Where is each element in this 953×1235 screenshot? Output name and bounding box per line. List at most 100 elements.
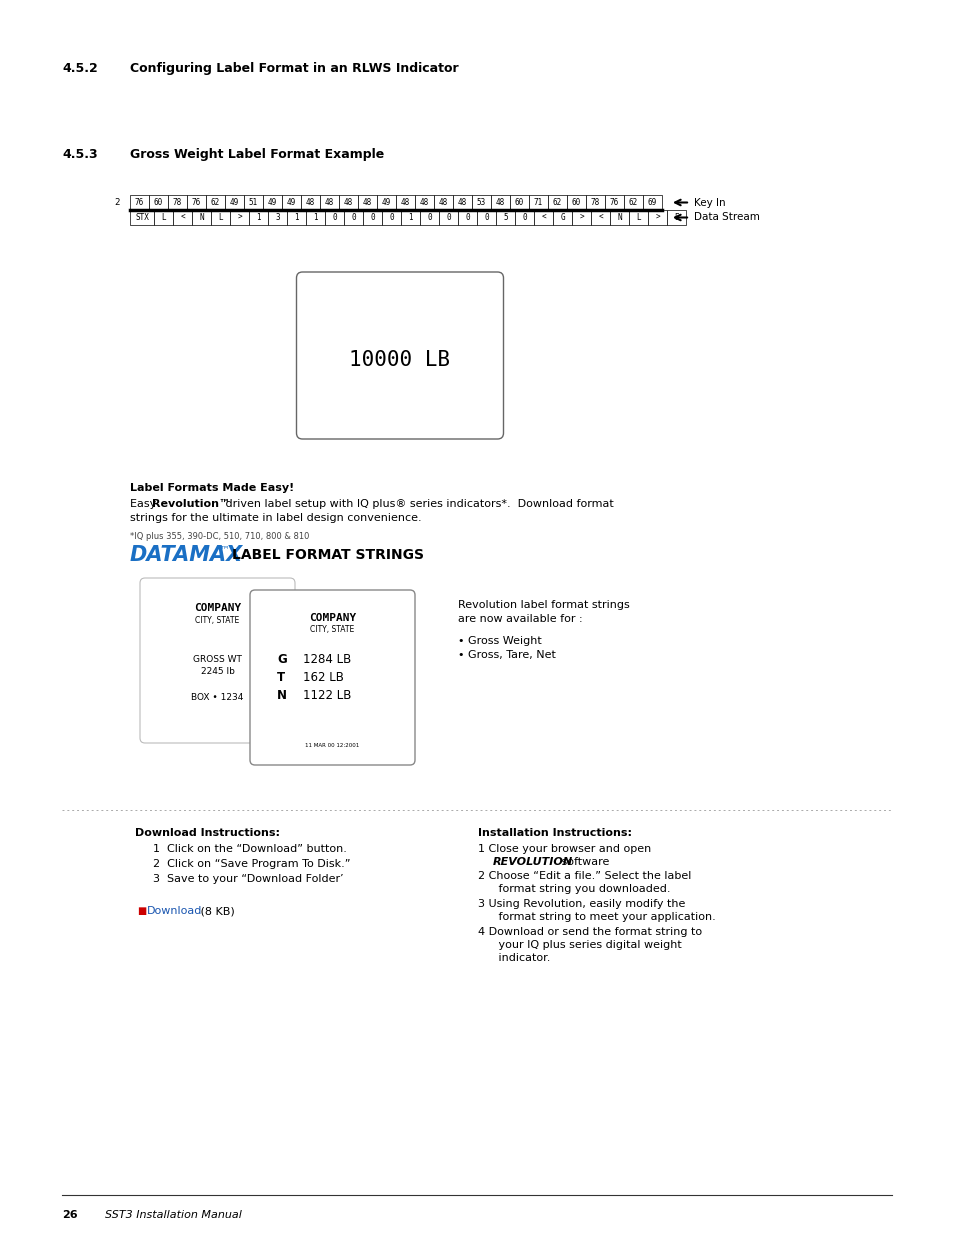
Bar <box>642 195 661 210</box>
Text: >: > <box>655 212 659 222</box>
Bar <box>438 210 457 225</box>
Bar <box>585 195 604 210</box>
Text: GROSS WT: GROSS WT <box>193 655 242 664</box>
Bar <box>376 195 395 210</box>
Bar <box>153 210 172 225</box>
Bar <box>130 210 153 225</box>
Bar <box>647 210 666 225</box>
Text: <: < <box>540 212 545 222</box>
Bar <box>609 210 628 225</box>
Text: 0: 0 <box>389 212 394 222</box>
Bar <box>434 195 453 210</box>
Bar <box>515 210 534 225</box>
Text: 62: 62 <box>211 198 220 207</box>
Text: 3 Using Revolution, easily modify the: 3 Using Revolution, easily modify the <box>477 899 684 909</box>
FancyBboxPatch shape <box>296 272 503 438</box>
Text: 4.5.2: 4.5.2 <box>62 62 97 75</box>
Text: L: L <box>161 212 166 222</box>
Text: 4 Download or send the format string to: 4 Download or send the format string to <box>477 927 701 937</box>
FancyBboxPatch shape <box>250 590 415 764</box>
Text: 162 LB: 162 LB <box>303 671 343 684</box>
Text: 11 MAR 00 12:2001: 11 MAR 00 12:2001 <box>305 743 359 748</box>
Text: 2245 lb: 2245 lb <box>200 667 234 676</box>
Text: 48: 48 <box>343 198 353 207</box>
Text: 60: 60 <box>515 198 523 207</box>
Text: 48: 48 <box>306 198 314 207</box>
Bar <box>149 195 168 210</box>
Bar <box>168 195 187 210</box>
Bar <box>211 210 230 225</box>
Bar <box>263 195 282 210</box>
Text: 1 Close your browser and open: 1 Close your browser and open <box>477 844 651 853</box>
Text: 0: 0 <box>427 212 432 222</box>
Text: 62: 62 <box>628 198 638 207</box>
Text: driven label setup with IQ plus® series indicators*.  Download format: driven label setup with IQ plus® series … <box>222 499 613 509</box>
Text: are now available for :: are now available for : <box>457 614 582 624</box>
Text: G: G <box>276 653 287 666</box>
Text: Download Instructions:: Download Instructions: <box>135 827 280 839</box>
Text: 10000 LB: 10000 LB <box>349 351 450 370</box>
Text: COMPANY: COMPANY <box>309 613 355 622</box>
Text: T: T <box>276 671 285 684</box>
Text: 78: 78 <box>590 198 599 207</box>
Text: 69: 69 <box>647 198 657 207</box>
Bar <box>472 195 491 210</box>
Bar <box>206 195 225 210</box>
Text: 3  Save to your “Download Folder’: 3 Save to your “Download Folder’ <box>152 874 343 884</box>
Bar <box>363 210 381 225</box>
Text: *IQ plus 355, 390-DC, 510, 710, 800 & 810: *IQ plus 355, 390-DC, 510, 710, 800 & 81… <box>130 532 309 541</box>
Bar <box>319 195 338 210</box>
Text: • Gross, Tare, Net: • Gross, Tare, Net <box>457 650 556 659</box>
Text: N: N <box>199 212 204 222</box>
Text: 0: 0 <box>521 212 526 222</box>
Text: SST3 Installation Manual: SST3 Installation Manual <box>105 1210 242 1220</box>
Text: 3: 3 <box>274 212 279 222</box>
FancyBboxPatch shape <box>140 578 294 743</box>
Bar <box>529 195 547 210</box>
Text: 0: 0 <box>446 212 451 222</box>
Bar <box>623 195 642 210</box>
Text: <: < <box>180 212 185 222</box>
Text: LABEL FORMAT STRINGS: LABEL FORMAT STRINGS <box>232 548 423 562</box>
Text: <: < <box>598 212 602 222</box>
Text: >: > <box>237 212 241 222</box>
Text: N: N <box>617 212 621 222</box>
Bar <box>357 195 376 210</box>
Bar <box>249 210 268 225</box>
Text: 48: 48 <box>419 198 429 207</box>
Text: indicator.: indicator. <box>488 953 550 963</box>
Bar <box>395 195 415 210</box>
Text: Key In: Key In <box>693 198 725 207</box>
Text: 0: 0 <box>465 212 469 222</box>
Bar <box>553 210 572 225</box>
Text: 48: 48 <box>438 198 448 207</box>
Text: 71: 71 <box>534 198 542 207</box>
Text: 0: 0 <box>484 212 488 222</box>
Bar <box>130 195 149 210</box>
Bar <box>628 210 647 225</box>
Text: 4.5.3: 4.5.3 <box>62 148 97 161</box>
Text: REVOLUTION: REVOLUTION <box>493 857 573 867</box>
Bar <box>325 210 344 225</box>
Text: 2 Choose “Edit a file.” Select the label: 2 Choose “Edit a file.” Select the label <box>477 871 691 881</box>
Text: CITY, STATE: CITY, STATE <box>195 616 239 625</box>
Text: 0: 0 <box>332 212 336 222</box>
Text: 26: 26 <box>62 1210 77 1220</box>
Text: L: L <box>218 212 223 222</box>
Bar <box>476 210 496 225</box>
Bar <box>604 195 623 210</box>
Text: 49: 49 <box>287 198 295 207</box>
Text: E: E <box>674 212 679 222</box>
Text: L: L <box>636 212 640 222</box>
Bar <box>534 210 553 225</box>
Text: software: software <box>558 857 609 867</box>
Text: format string you downloaded.: format string you downloaded. <box>488 884 670 894</box>
Text: strings for the ultimate in label design convenience.: strings for the ultimate in label design… <box>130 513 421 522</box>
Text: 48: 48 <box>325 198 334 207</box>
Text: 48: 48 <box>400 198 410 207</box>
Bar <box>344 210 363 225</box>
Text: CITY, STATE: CITY, STATE <box>310 625 355 634</box>
Bar <box>306 210 325 225</box>
Bar <box>457 210 476 225</box>
Bar <box>400 210 419 225</box>
